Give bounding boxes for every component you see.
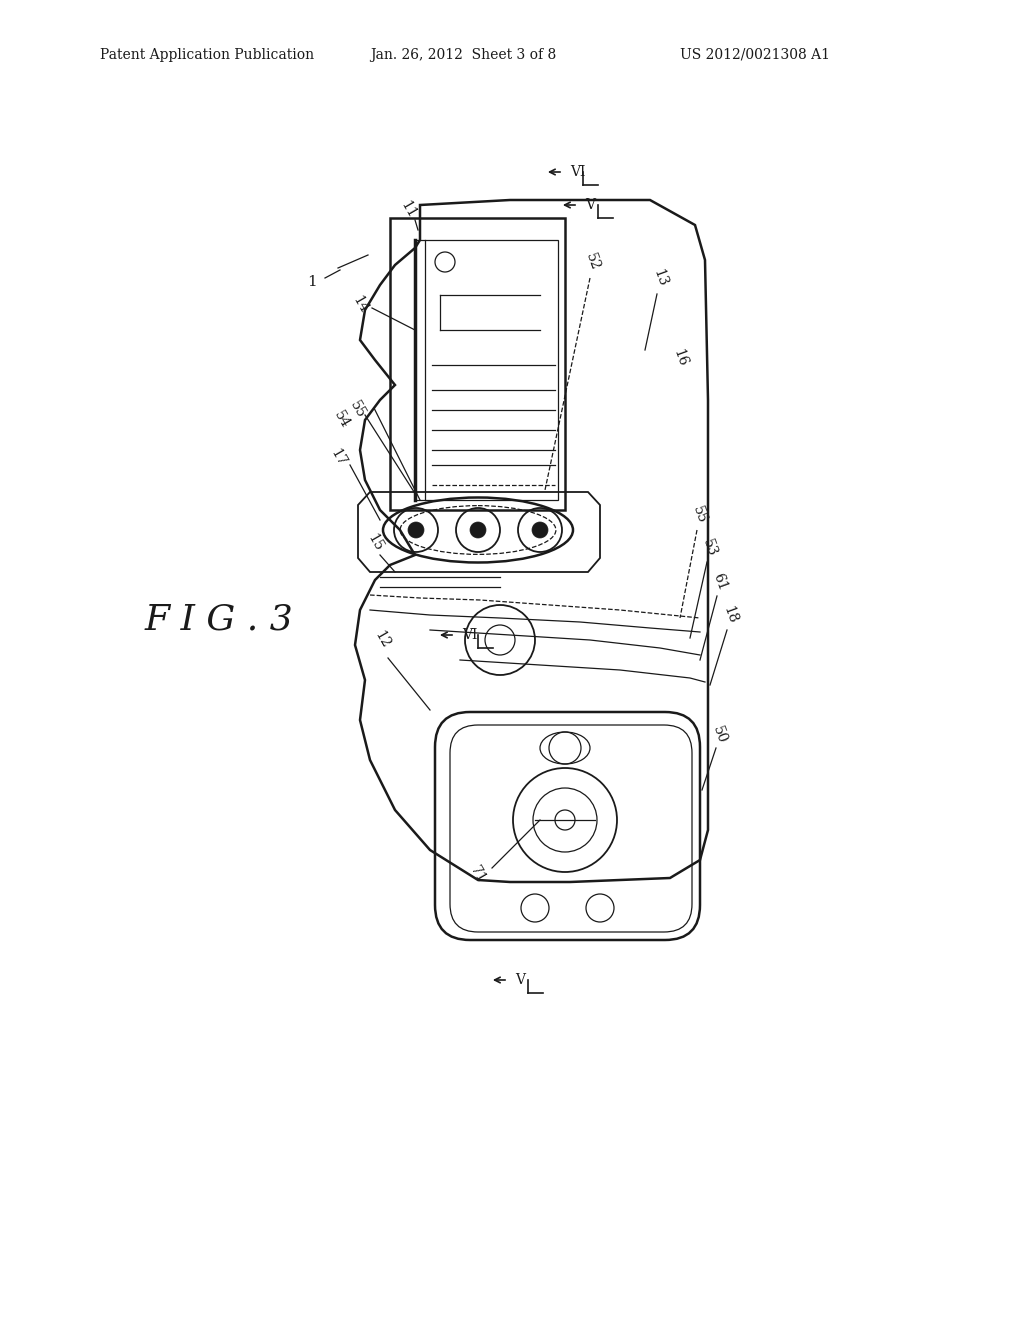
Circle shape xyxy=(470,521,486,539)
Text: V: V xyxy=(515,973,525,987)
Text: 54: 54 xyxy=(332,409,352,432)
Text: US 2012/0021308 A1: US 2012/0021308 A1 xyxy=(680,48,830,62)
Text: 61: 61 xyxy=(711,572,729,593)
Text: 71: 71 xyxy=(468,863,488,886)
Text: 17: 17 xyxy=(328,446,348,469)
Text: V: V xyxy=(585,198,595,213)
Text: 11: 11 xyxy=(397,199,419,222)
Text: F I G . 3: F I G . 3 xyxy=(145,603,294,638)
Circle shape xyxy=(532,521,548,539)
Text: VI: VI xyxy=(570,165,586,180)
Text: 53: 53 xyxy=(700,537,720,558)
Text: 52: 52 xyxy=(584,251,602,273)
Text: 13: 13 xyxy=(650,268,670,289)
Text: 14: 14 xyxy=(349,294,371,317)
Text: Jan. 26, 2012  Sheet 3 of 8: Jan. 26, 2012 Sheet 3 of 8 xyxy=(370,48,556,62)
Text: 1: 1 xyxy=(307,275,316,289)
Text: 55: 55 xyxy=(690,504,710,525)
Text: 16: 16 xyxy=(671,347,689,368)
Text: 12: 12 xyxy=(372,628,392,651)
Text: Patent Application Publication: Patent Application Publication xyxy=(100,48,314,62)
Text: 15: 15 xyxy=(365,532,385,554)
Text: VI: VI xyxy=(462,628,477,642)
Text: 55: 55 xyxy=(347,399,369,421)
Text: 18: 18 xyxy=(721,605,739,626)
Circle shape xyxy=(408,521,424,539)
Text: 50: 50 xyxy=(711,725,729,746)
